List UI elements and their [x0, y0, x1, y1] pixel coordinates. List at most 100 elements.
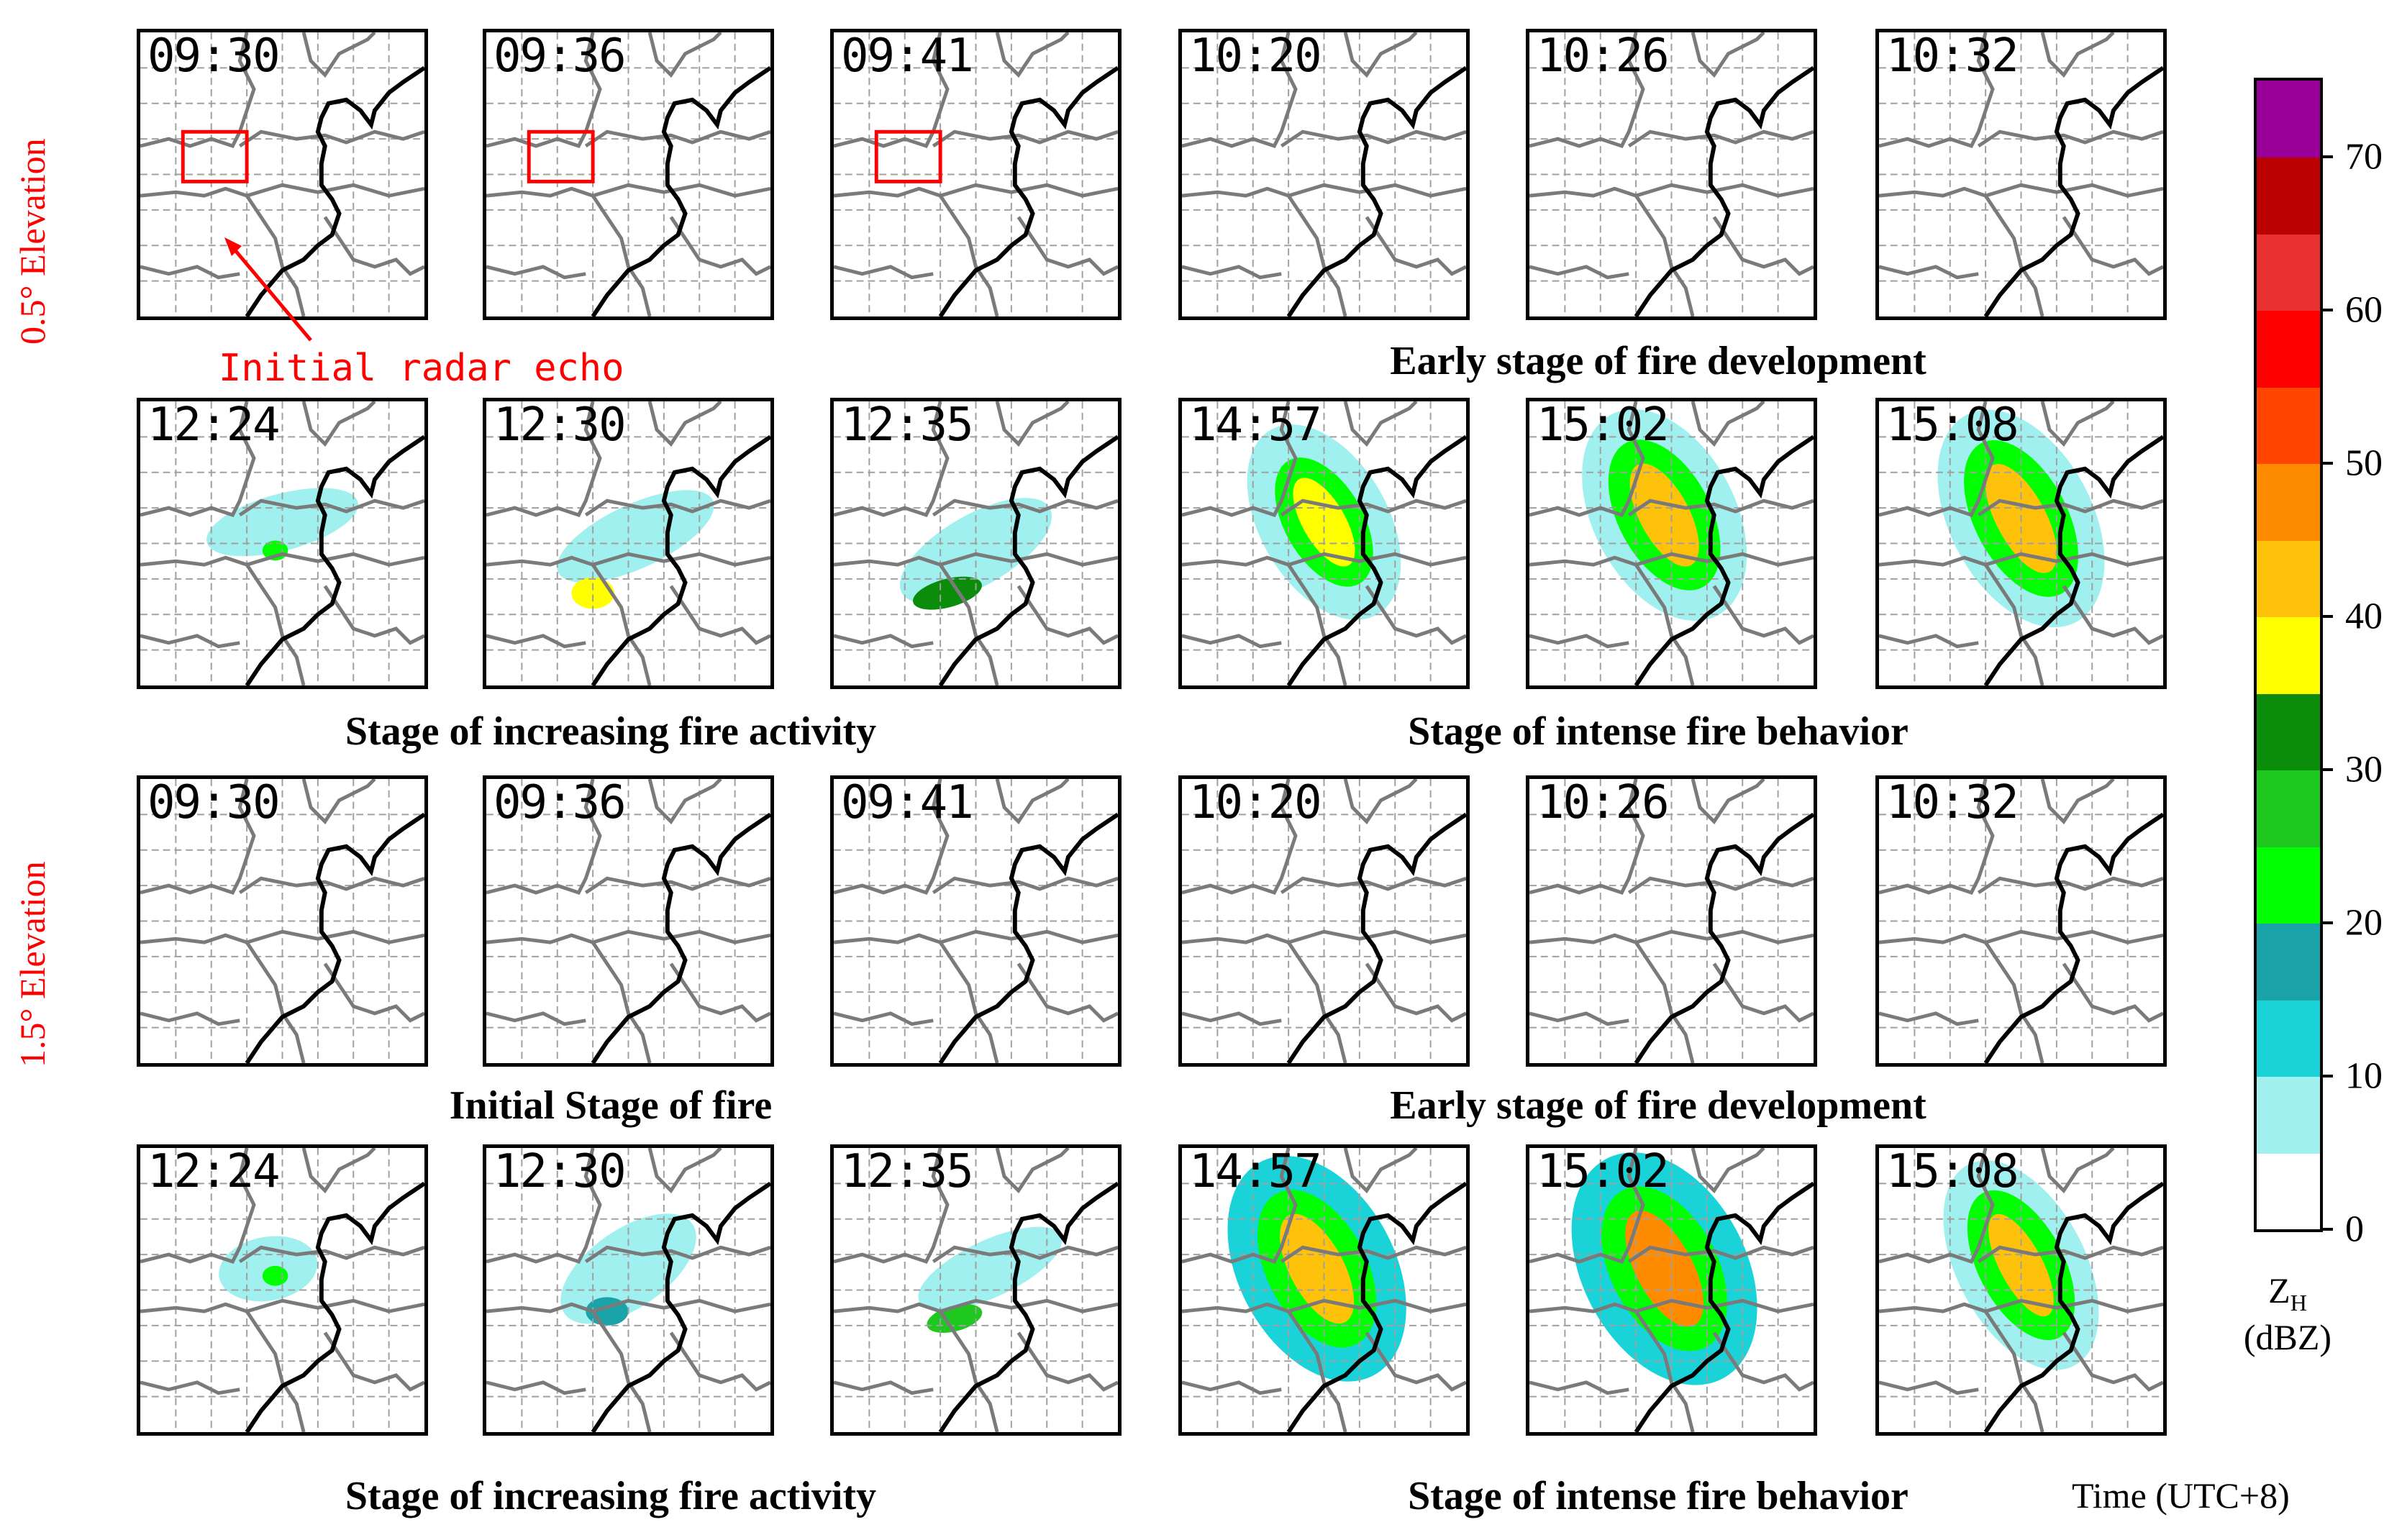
panel-time: 09:41 — [841, 776, 974, 829]
county-boundary — [301, 1148, 376, 1194]
main-boundary — [1983, 812, 2163, 1063]
colorbar-tick-label: 20 — [2345, 902, 2383, 944]
colorbar-segment — [2257, 539, 2320, 618]
county-boundary — [1879, 779, 1995, 896]
caption-right: Stage of intense fire behavior — [1408, 709, 1909, 754]
panel-time: 09:36 — [493, 776, 627, 829]
radar-panel: 09:36 — [483, 29, 774, 320]
county-boundary — [940, 929, 1118, 944]
county-boundary — [486, 1302, 652, 1432]
county-boundary — [1529, 555, 1695, 685]
panel-time: 10:32 — [1886, 776, 2019, 829]
county-boundary — [140, 933, 306, 1063]
county-boundary — [486, 933, 652, 1063]
colorbar-tick-mark — [2323, 921, 2333, 925]
radar-panel: 09:41 — [830, 775, 1122, 1067]
county-boundary — [834, 1302, 999, 1432]
county-boundary — [1879, 186, 2044, 316]
county-boundary — [140, 634, 240, 649]
panel-time: 15:02 — [1537, 1145, 1670, 1198]
county-boundary — [2062, 962, 2163, 1023]
colorbar-segment — [2257, 157, 2320, 234]
main-boundary — [591, 812, 770, 1063]
radar-map — [140, 401, 424, 685]
radar-panel: 15:08 — [1875, 1144, 2167, 1436]
county-boundary — [1879, 401, 1995, 518]
main-boundary — [1634, 65, 1814, 316]
county-boundary — [1529, 186, 1695, 316]
main-boundary — [1286, 812, 1466, 1063]
caption-right: Stage of intense fire behavior — [1408, 1474, 1909, 1518]
county-boundary — [1288, 1298, 1466, 1313]
county-boundary — [323, 1331, 424, 1392]
county-boundary — [584, 498, 770, 517]
echo-region — [1629, 463, 1699, 567]
panel-time: 15:08 — [1886, 1145, 2019, 1198]
county-boundary — [592, 183, 770, 198]
county-boundary — [1529, 1011, 1629, 1026]
panel-time: 15:08 — [1886, 398, 2019, 452]
main-boundary — [1983, 65, 2163, 316]
county-boundary — [995, 32, 1070, 78]
echo-region — [262, 1265, 288, 1286]
main-boundary — [1634, 1181, 1814, 1432]
radar-panel: 12:24 — [137, 398, 428, 689]
radar-map — [1879, 401, 2163, 685]
colorbar-tick-mark — [2323, 768, 2333, 772]
county-boundary — [140, 265, 240, 280]
county-boundary — [1288, 552, 1466, 567]
county-boundary — [1182, 1380, 1282, 1395]
county-boundary — [238, 1245, 424, 1264]
panel-time: 12:30 — [493, 398, 627, 452]
radar-map — [140, 779, 424, 1063]
county-boundary — [1691, 32, 1765, 78]
radar-panel: 14:57 — [1178, 398, 1470, 689]
colorbar-tick-label: 60 — [2345, 289, 2383, 331]
county-boundary — [647, 401, 722, 447]
panel-time: 09:30 — [147, 29, 281, 83]
initial-echo-box — [181, 129, 249, 183]
county-boundary — [834, 933, 999, 1063]
county-boundary — [647, 779, 722, 825]
main-boundary — [245, 1181, 424, 1432]
county-boundary — [1182, 1011, 1282, 1026]
county-boundary — [1627, 129, 1814, 148]
county-boundary — [1182, 933, 1347, 1063]
county-boundary — [1635, 929, 1814, 944]
radar-map — [1879, 32, 2163, 316]
county-boundary — [301, 779, 376, 825]
panel-time: 09:36 — [493, 29, 627, 83]
county-boundary — [1280, 129, 1466, 148]
county-boundary — [1343, 32, 1418, 78]
main-boundary — [1286, 434, 1466, 685]
panel-time: 12:24 — [147, 398, 281, 452]
radar-panel: 12:30 — [483, 398, 774, 689]
county-boundary — [1635, 1298, 1814, 1313]
colorbar-tick-label: 50 — [2345, 442, 2383, 484]
panel-time: 10:26 — [1537, 776, 1670, 829]
county-boundary — [2040, 32, 2115, 78]
county-boundary — [1365, 1331, 1466, 1392]
colorbar-tick-label: 10 — [2345, 1055, 2383, 1097]
county-boundary — [1985, 183, 2163, 198]
colorbar-tick-mark — [2323, 309, 2333, 312]
county-boundary — [1985, 929, 2163, 944]
county-boundary — [301, 401, 376, 447]
county-boundary — [1365, 216, 1466, 276]
county-boundary — [486, 265, 586, 280]
county-boundary — [486, 1011, 586, 1026]
colorbar-segment — [2257, 310, 2320, 388]
county-boundary — [1879, 634, 1979, 649]
county-boundary — [995, 779, 1070, 825]
county-boundary — [834, 779, 950, 896]
county-boundary — [1529, 1302, 1695, 1432]
colorbar-label: ZH — [2216, 1270, 2360, 1316]
colorbar-segment — [2257, 1076, 2320, 1154]
colorbar-unit: (dBZ) — [2243, 1317, 2332, 1357]
echo-region — [1280, 1213, 1355, 1324]
radar-panel: 10:26 — [1526, 29, 1817, 320]
radar-map — [1879, 1148, 2163, 1432]
radar-map — [1529, 32, 1814, 316]
radar-panel: 09:30 — [137, 29, 428, 320]
county-boundary — [1627, 498, 1814, 517]
